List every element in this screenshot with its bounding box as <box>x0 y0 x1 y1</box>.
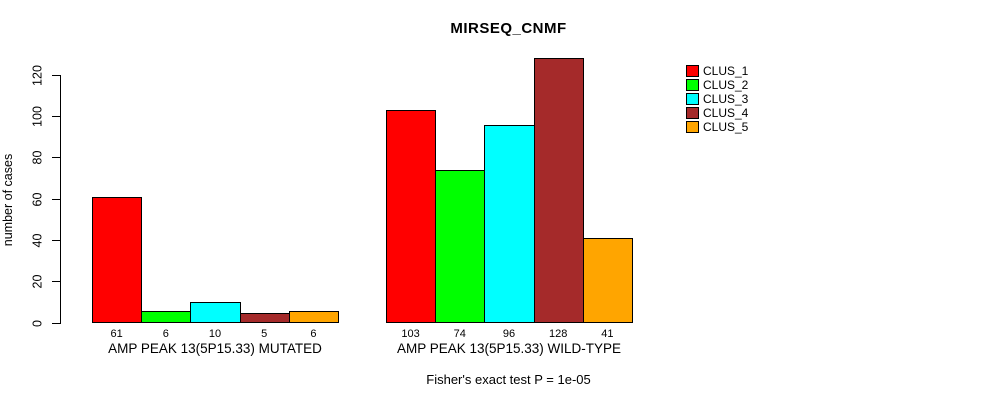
bar-value-label: 10 <box>208 328 222 340</box>
legend-label: CLUS_1 <box>703 64 749 78</box>
legend: CLUS_1 CLUS_2 CLUS_3 CLUS_4 CLUS_5 <box>686 64 748 134</box>
legend-item: CLUS_1 <box>686 64 748 78</box>
legend-label: CLUS_5 <box>703 120 749 134</box>
y-tick <box>52 115 60 117</box>
y-tick <box>52 322 60 324</box>
bar-value-label: 5 <box>261 328 268 340</box>
y-tick-label: 0 <box>30 319 45 327</box>
legend-swatch <box>686 107 699 119</box>
bar-value-label: 103 <box>401 328 420 340</box>
y-tick <box>52 281 60 283</box>
footer-annotation: Fisher's exact test P = 1e-05 <box>426 372 591 387</box>
legend-item: CLUS_3 <box>686 92 748 106</box>
bar <box>288 310 339 323</box>
bar <box>582 238 633 323</box>
bar-value-label: 128 <box>549 328 568 340</box>
bar <box>435 170 486 323</box>
y-tick <box>52 74 60 76</box>
bar <box>484 124 535 323</box>
bar-value-label: 96 <box>502 328 516 340</box>
bar <box>190 302 241 323</box>
group-label: AMP PEAK 13(5P15.33) MUTATED <box>108 341 322 356</box>
legend-label: CLUS_2 <box>703 78 749 92</box>
legend-swatch <box>686 79 699 91</box>
y-tick-label: 120 <box>30 64 45 86</box>
bar-value-label: 61 <box>110 328 123 340</box>
y-tick <box>52 198 60 200</box>
bar <box>386 110 437 323</box>
bar-value-label: 74 <box>453 328 466 340</box>
y-axis-title: number of cases <box>1 153 15 247</box>
y-tick <box>52 157 60 159</box>
legend-swatch <box>686 93 699 105</box>
legend-swatch <box>686 65 699 77</box>
y-tick-label: 60 <box>30 192 45 206</box>
y-tick-label: 100 <box>30 105 45 127</box>
bar <box>92 196 143 323</box>
y-tick-label: 20 <box>30 274 45 289</box>
bar-value-label: 41 <box>601 328 614 340</box>
bar <box>141 310 192 323</box>
y-axis-line <box>60 75 61 324</box>
bar <box>533 58 584 323</box>
y-tick-label: 80 <box>30 150 45 165</box>
bar-value-label: 6 <box>310 328 317 340</box>
legend-item: CLUS_5 <box>686 120 748 134</box>
legend-swatch <box>686 121 699 133</box>
bar-value-label: 6 <box>162 328 169 340</box>
chart-title: MIRSEQ_CNMF <box>450 20 567 37</box>
legend-label: CLUS_4 <box>703 106 749 120</box>
group-label: AMP PEAK 13(5P15.33) WILD-TYPE <box>396 341 622 356</box>
y-tick-label: 40 <box>30 233 45 248</box>
legend-item: CLUS_2 <box>686 78 748 92</box>
y-tick <box>52 239 60 241</box>
bar <box>239 312 290 323</box>
legend-label: CLUS_3 <box>703 92 749 106</box>
legend-item: CLUS_4 <box>686 106 748 120</box>
